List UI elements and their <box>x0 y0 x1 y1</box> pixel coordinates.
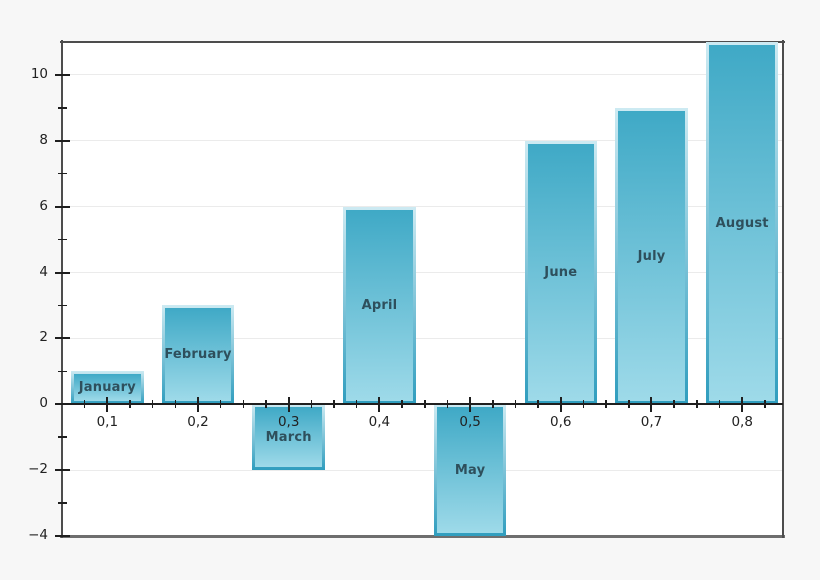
x-minor-tick <box>446 400 449 409</box>
x-tick-label: 0,4 <box>368 414 391 431</box>
x-minor-tick <box>718 400 721 409</box>
gridline <box>62 337 783 339</box>
x-tick-label: 0,2 <box>187 414 209 431</box>
y-tick-label: 2 <box>39 329 48 346</box>
bar-label-january: January <box>78 380 136 396</box>
frame-right <box>781 40 785 538</box>
gridline <box>62 140 783 142</box>
x-tick-label: 0,7 <box>640 414 663 431</box>
frame-left <box>60 40 64 538</box>
x-minor-tick <box>242 400 245 409</box>
y-minor-tick <box>57 172 67 175</box>
bar-fill-january <box>74 374 141 402</box>
bar-august: August <box>705 42 779 405</box>
x-minor-tick <box>696 400 698 409</box>
x-minor-tick <box>424 400 426 409</box>
y-major-tick <box>54 73 70 76</box>
x-minor-tick <box>537 400 539 409</box>
bar-fill-july <box>618 110 685 402</box>
x-minor-tick <box>764 400 766 409</box>
x-tick-label: 0,5 <box>459 414 481 431</box>
y-tick-label: 4 <box>39 263 48 280</box>
bar-label-march: March <box>265 429 312 445</box>
y-minor-tick <box>57 436 67 438</box>
bar-label-april: April <box>361 297 398 313</box>
y-tick-label: −4 <box>28 527 48 543</box>
bar-label-may: May <box>454 462 486 478</box>
x-minor-tick <box>492 400 494 409</box>
frame-bottom <box>60 535 785 538</box>
x-major-tick <box>469 396 472 412</box>
x-minor-tick <box>355 400 358 409</box>
y-tick-label: −2 <box>28 461 48 478</box>
x-minor-tick <box>219 400 222 409</box>
x-minor-tick <box>174 400 177 409</box>
x-minor-tick <box>310 400 313 409</box>
bar-february: February <box>161 305 235 405</box>
bar-fill-february <box>164 308 232 402</box>
gridline <box>62 272 783 274</box>
x-minor-tick <box>83 400 86 409</box>
bar-fill-may <box>436 407 504 533</box>
x-minor-tick <box>129 400 131 409</box>
x-major-tick <box>106 396 109 412</box>
bar-label-july: July <box>637 248 666 264</box>
gridline <box>62 206 783 208</box>
x-minor-tick <box>628 400 630 409</box>
x-minor-tick <box>333 400 335 409</box>
bar-january: January <box>71 371 144 405</box>
x-tick-label: 0,8 <box>731 414 753 431</box>
bar-fill-march <box>255 407 322 468</box>
y-minor-tick <box>57 238 67 241</box>
plot-area: January February March April May June July Augu… <box>54 40 785 538</box>
y-major-tick <box>54 403 70 406</box>
bar-label-august: August <box>715 215 769 231</box>
y-minor-tick <box>57 370 67 373</box>
x-tick-label: 0,1 <box>96 414 119 431</box>
y-major-tick <box>54 139 70 142</box>
x-minor-tick <box>605 400 607 409</box>
x-major-tick <box>741 396 744 412</box>
y-minor-tick <box>57 107 67 109</box>
x-minor-tick <box>514 400 517 409</box>
x-minor-tick <box>673 400 675 409</box>
x-tick-label: 0,3 <box>277 414 300 431</box>
y-major-tick <box>54 205 70 208</box>
x-major-tick <box>559 396 562 412</box>
bar-label-february: February <box>164 347 232 363</box>
bar-label-june: June <box>544 265 578 281</box>
y-tick-label: 6 <box>39 197 48 214</box>
y-major-tick <box>54 337 70 340</box>
bar-fill-april <box>346 209 413 402</box>
frame-top <box>60 40 785 44</box>
y-major-tick <box>54 535 70 537</box>
bar-fill-august <box>708 45 776 402</box>
x-major-tick <box>197 396 200 412</box>
x-major-tick <box>650 396 653 412</box>
y-minor-tick <box>57 304 67 307</box>
zero-axis-line <box>62 403 783 406</box>
bar-april: April <box>343 206 416 405</box>
y-minor-tick <box>57 502 67 504</box>
x-minor-tick <box>151 400 154 409</box>
y-tick-label: 8 <box>39 131 48 148</box>
bar-march: March <box>252 404 325 471</box>
x-minor-tick <box>401 400 403 409</box>
bar-may: May <box>433 404 507 536</box>
y-major-tick <box>54 271 70 274</box>
x-minor-tick <box>582 400 585 409</box>
x-major-tick <box>378 396 381 412</box>
y-major-tick <box>54 469 70 472</box>
y-tick-label: 10 <box>30 65 48 82</box>
bar-june: June <box>524 140 598 405</box>
gridline <box>62 469 783 471</box>
x-minor-tick <box>265 400 267 409</box>
y-tick-label: 0 <box>39 395 48 412</box>
gridline <box>62 74 783 76</box>
bar-fill-june <box>527 143 595 402</box>
x-major-tick <box>287 396 290 412</box>
bar-july: July <box>615 107 688 405</box>
x-tick-label: 0,6 <box>550 414 572 431</box>
